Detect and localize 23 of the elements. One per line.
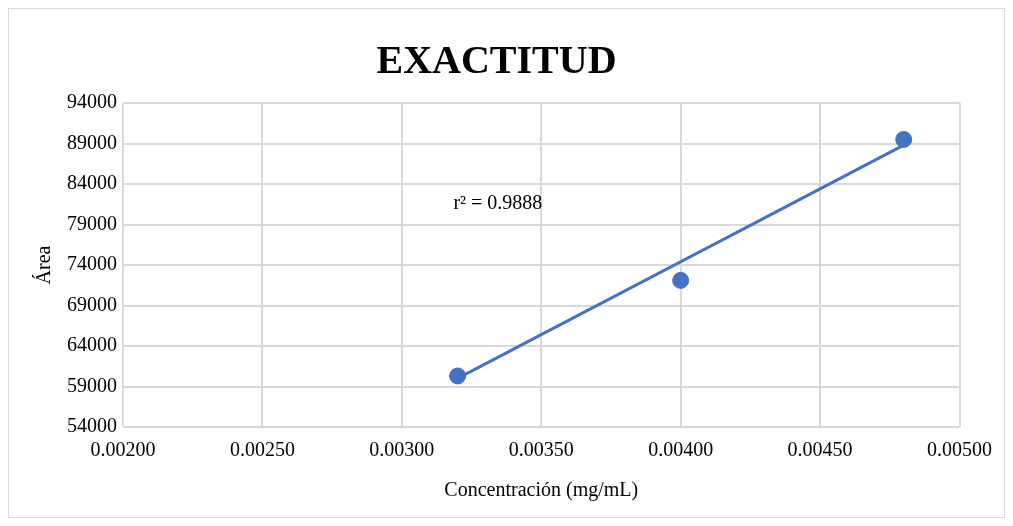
y-tick-label: 54000 [67,414,117,437]
y-axis-title: Área [32,245,55,285]
y-tick-label: 89000 [67,130,117,153]
y-tick-label: 94000 [67,90,117,113]
x-tick-label: 0.00450 [787,438,853,461]
x-tick-label: 0.00350 [508,438,574,461]
x-tick-label: 0.00400 [648,438,714,461]
annotation: r² = 0.9888 [453,190,543,213]
x-tick-label: 0.00200 [90,438,156,461]
point [895,130,913,148]
y-tick-label: 79000 [67,211,117,234]
x-tick-label: 0.00500 [927,438,992,461]
y-tick-label: 59000 [67,373,117,396]
point [672,271,690,289]
x-tick-label: 0.00250 [229,438,295,461]
y-tick-label: 69000 [67,292,117,315]
y-tick-label: 74000 [67,252,117,275]
y-tick-label: 84000 [67,171,117,194]
chart-title: EXACTITUD [376,37,617,83]
x-tick-label: 0.00300 [369,438,435,461]
y-tick-label: 64000 [67,333,117,356]
point [449,367,467,385]
x-axis-title: Concentración (mg/mL) [444,478,639,502]
